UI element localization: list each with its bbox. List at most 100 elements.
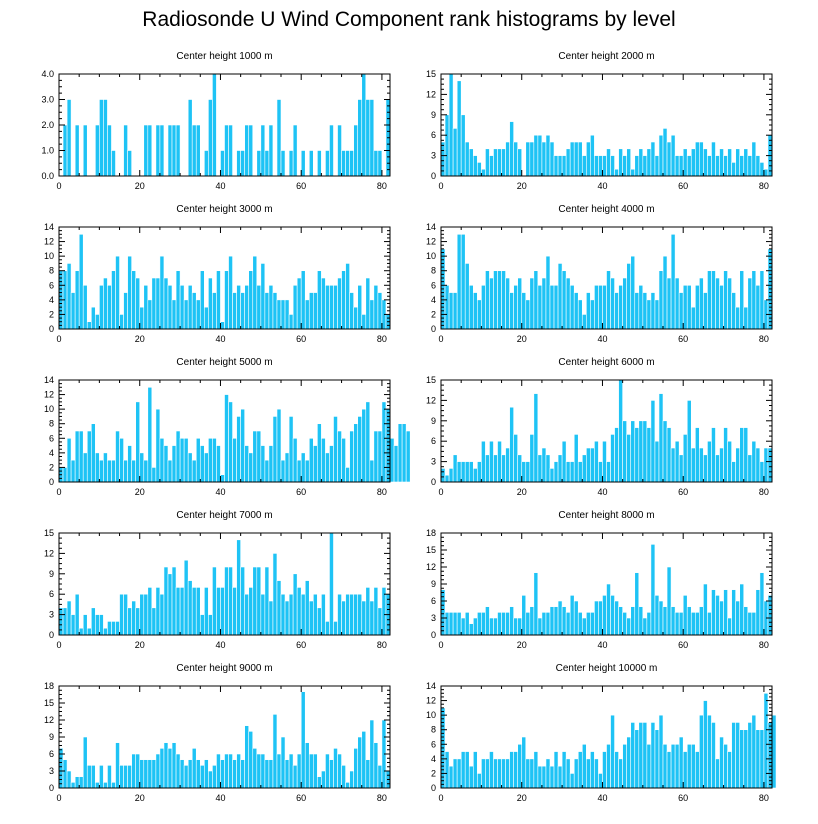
histogram-bar [143, 284, 149, 330]
histogram-bar [707, 612, 712, 636]
histogram-bar [493, 270, 498, 330]
histogram-bar [292, 124, 298, 177]
y-tick-label: 4 [431, 754, 436, 764]
histogram-bar [489, 440, 494, 483]
histogram-bar [103, 99, 108, 177]
histogram-bar [549, 765, 555, 789]
histogram-bar [256, 753, 262, 789]
histogram-bar [586, 141, 591, 177]
histogram-bar [517, 148, 523, 177]
histogram-bar [90, 765, 96, 789]
histogram-bar [622, 277, 627, 330]
y-tick-label: 6 [431, 436, 436, 446]
x-tick-label: 20 [135, 334, 145, 344]
histogram-bar [630, 255, 636, 330]
histogram-bar [131, 600, 136, 636]
histogram-bar [719, 736, 724, 789]
histogram-bar [256, 566, 262, 636]
histogram-bar [248, 452, 254, 483]
histogram-bar [103, 782, 108, 789]
histogram-bar [662, 606, 668, 636]
histogram-bar [204, 150, 209, 177]
histogram-bar [353, 124, 359, 177]
histogram-bar [485, 606, 490, 636]
histogram-bar [715, 454, 720, 483]
histogram-bar [99, 99, 104, 177]
histogram-bar [646, 612, 652, 636]
y-tick-label: 14 [44, 375, 54, 385]
histogram-bar [199, 765, 205, 789]
histogram-bar [690, 612, 696, 636]
y-tick-label: 12 [44, 548, 54, 558]
histogram-bar [369, 719, 375, 789]
histogram-bar [127, 765, 132, 789]
histogram-bar [183, 437, 189, 483]
histogram-bar [711, 141, 716, 177]
histogram-bar [622, 743, 627, 789]
histogram-bar [747, 277, 753, 330]
x-tick-label: 80 [377, 334, 387, 344]
x-tick-label: 80 [759, 181, 769, 191]
histogram-bar [333, 284, 338, 330]
histogram-bar [377, 430, 383, 483]
histogram-bar [565, 758, 571, 789]
histogram-bar [771, 714, 777, 789]
histogram-bar [452, 758, 458, 789]
histogram-bar [731, 162, 736, 177]
histogram-bar [357, 736, 363, 789]
y-tick-label: 9 [431, 416, 436, 426]
x-tick-label: 80 [377, 181, 387, 191]
histogram-bar [119, 437, 124, 483]
histogram-bar [456, 758, 462, 789]
histogram-bar [308, 600, 314, 636]
histogram-bar [654, 155, 660, 177]
histogram-bar [735, 722, 741, 789]
histogram-bar [513, 141, 518, 177]
histogram-bar [86, 321, 92, 330]
histogram-bar [646, 299, 652, 330]
histogram-bar [674, 277, 680, 330]
histogram-bar [670, 447, 676, 483]
histogram-bar [159, 437, 165, 483]
histogram-bar [489, 277, 494, 330]
histogram-bar [95, 314, 100, 330]
histogram-bar [272, 416, 278, 483]
histogram-bar [763, 447, 769, 483]
histogram-bar [377, 292, 383, 330]
histogram-bar [448, 292, 454, 330]
histogram-bar [74, 270, 80, 330]
y-tick-label: 8 [49, 266, 54, 276]
histogram-bar [751, 714, 757, 789]
histogram-bar [151, 277, 157, 330]
histogram-bar [630, 606, 636, 636]
histogram-bar [634, 729, 640, 789]
histogram-bar [361, 408, 367, 483]
histogram-bar [264, 759, 270, 789]
histogram-bar [472, 155, 478, 177]
histogram-bar [131, 270, 136, 330]
histogram-bar [107, 459, 112, 483]
histogram-bar [642, 155, 648, 177]
histogram-bar [90, 423, 96, 483]
histogram-bar [236, 753, 241, 789]
histogram-bar [244, 593, 250, 636]
panel-title: Center height 7000 m [176, 510, 272, 521]
x-tick-label: 20 [517, 487, 527, 497]
histogram-bar [477, 162, 482, 177]
histogram-bar [477, 461, 482, 483]
histogram-bar [670, 606, 676, 636]
histogram-bar [147, 759, 153, 789]
histogram-bar [444, 284, 450, 330]
histogram-bar [505, 277, 510, 330]
histogram-bar [111, 782, 116, 789]
histogram-bar [317, 150, 322, 177]
histogram-bar [199, 445, 205, 483]
histogram-bar [440, 468, 446, 483]
histogram-bar [252, 255, 258, 330]
histogram-bar [220, 321, 225, 330]
histogram-bar [119, 593, 124, 636]
histogram-bar [638, 284, 644, 330]
histogram-bar [517, 277, 523, 330]
histogram-bar [723, 427, 728, 483]
histogram-bar [743, 427, 749, 483]
